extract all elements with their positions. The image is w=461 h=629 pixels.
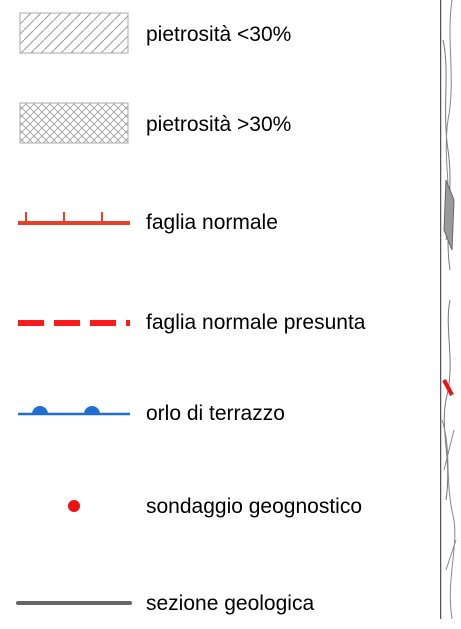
legend-item-terrace-edge: orlo di terrazzo — [0, 389, 440, 439]
diagonal-hatch-swatch-icon — [19, 12, 129, 54]
legend-label: sezione geologica — [146, 592, 315, 615]
normal-fault-line-icon — [18, 212, 130, 225]
borehole-dot-icon — [68, 500, 80, 512]
legend-label: orlo di terrazzo — [146, 402, 285, 425]
legend-label: pietrosità >30% — [146, 113, 292, 136]
legend-label: faglia normale — [146, 211, 278, 234]
legend-item-borehole: sondaggio geognostico — [0, 482, 440, 532]
map-edge-fragment — [440, 0, 457, 619]
legend-label: sondaggio geognostico — [146, 495, 363, 518]
map-legend: pietrosità <30% pietrosità >30% faglia n… — [0, 10, 440, 615]
legend-item-section: sezione geologica — [0, 579, 440, 629]
legend-label: faglia normale presunta — [146, 311, 366, 334]
legend-label: pietrosità <30% — [146, 23, 292, 46]
legend-item-normal-fault: faglia normale — [0, 198, 440, 248]
terrace-edge-line-icon — [18, 406, 130, 416]
dashed-fault-line-icon — [18, 320, 130, 326]
legend-item-stoniness-low: pietrosità <30% — [0, 10, 440, 60]
legend-item-stoniness-high: pietrosità >30% — [0, 100, 440, 150]
section-line-icon — [16, 601, 132, 605]
legend-item-presumed-fault: faglia normale presunta — [0, 298, 440, 348]
crosshatch-swatch-icon — [19, 102, 129, 144]
